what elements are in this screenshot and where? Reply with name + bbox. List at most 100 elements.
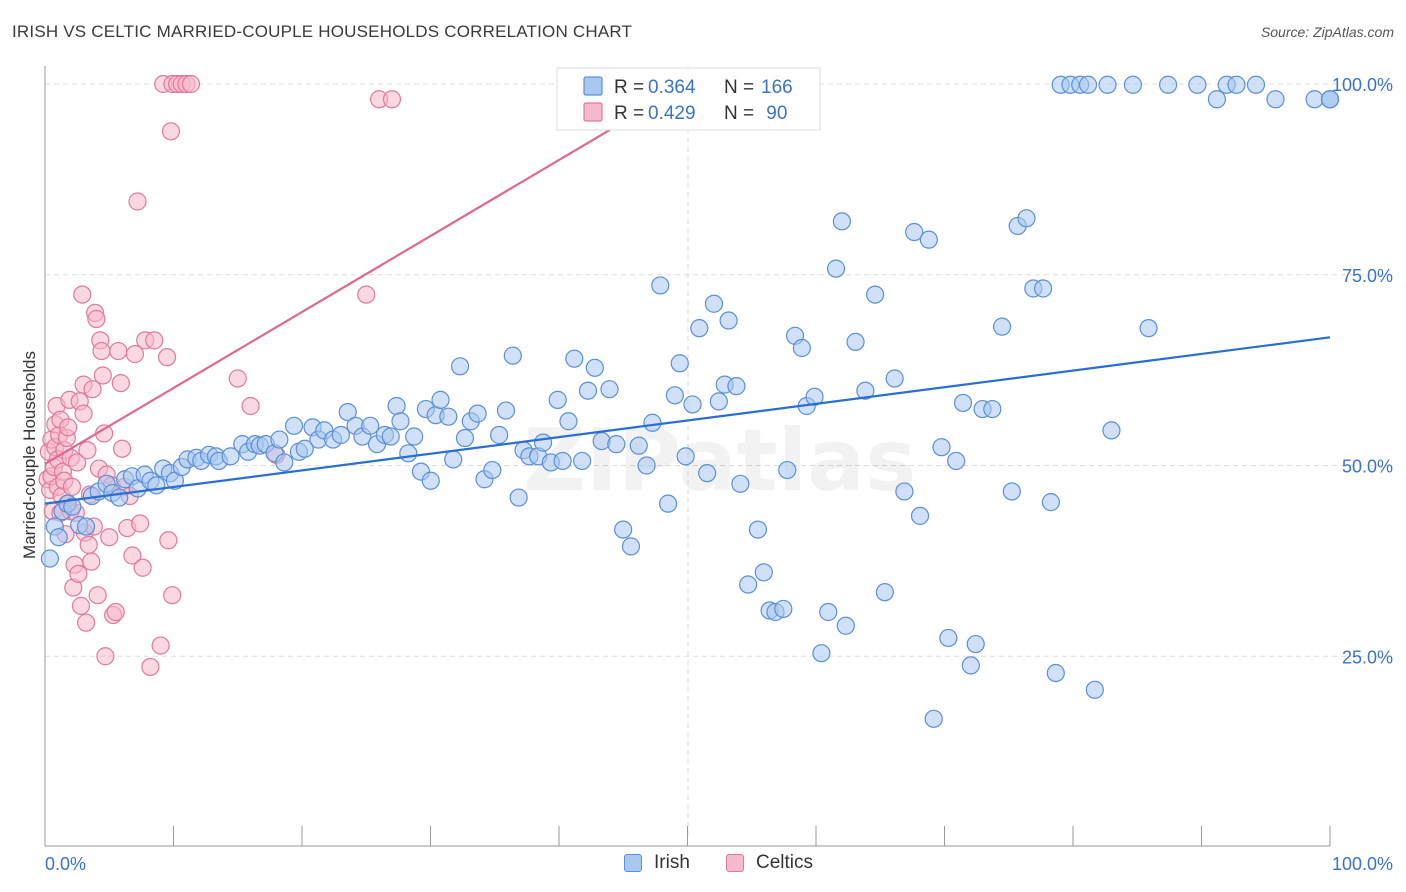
irish-point-141 — [983, 399, 1002, 419]
source-label: Source: ZipAtlas.com — [1260, 24, 1394, 40]
irish-point-145 — [1017, 209, 1036, 228]
irish-point-87 — [600, 380, 619, 399]
irish-point-148 — [1041, 493, 1060, 512]
irish-point-99 — [683, 395, 702, 414]
celtic-point-58 — [106, 602, 125, 622]
celtic-point-30 — [68, 453, 87, 472]
irish-point-107 — [731, 474, 750, 493]
irish-point-155 — [1098, 75, 1117, 94]
irish-point-64 — [450, 357, 470, 376]
irish-point-159 — [1158, 75, 1178, 94]
irish-point-116 — [792, 338, 811, 358]
irish-trend-line — [44, 336, 1331, 505]
irish-point-147 — [1033, 279, 1053, 298]
celtic-point-53 — [96, 647, 115, 666]
irish-point-121 — [826, 259, 846, 278]
bottom-legend-irish[interactable]: Irish — [624, 852, 690, 874]
celtic-point-73 — [151, 636, 170, 655]
irish-point-153 — [1078, 75, 1098, 94]
celtic-point-76 — [161, 122, 181, 141]
legend-celtics-r-value: 0.429 — [648, 103, 696, 124]
celtic-point-60 — [111, 373, 130, 393]
irish-point-52 — [381, 427, 400, 446]
irish-point-105 — [719, 311, 738, 330]
irish-point-37 — [275, 453, 294, 472]
irish-point-90 — [621, 537, 641, 556]
irish-point-85 — [585, 358, 604, 377]
irish-point-135 — [939, 628, 958, 648]
irish-point-2 — [49, 528, 68, 547]
celtic-point-40 — [79, 535, 98, 554]
y-axis-label: Married-couple Households — [20, 351, 39, 559]
irish-point-137 — [953, 393, 973, 413]
irish-point-161 — [1207, 90, 1227, 109]
irish-point-102 — [704, 294, 724, 313]
irish-point-166 — [1305, 90, 1324, 109]
irish-point-46 — [338, 402, 357, 422]
irish-point-119 — [812, 644, 831, 663]
celtic-point-50 — [92, 341, 111, 361]
irish-point-98 — [676, 447, 695, 466]
celtic-point-33 — [71, 596, 91, 615]
irish-point-143 — [1002, 482, 1021, 501]
irish-point-122 — [832, 212, 852, 231]
irish-point-138 — [961, 656, 980, 675]
legend-celtics-swatch — [583, 102, 603, 122]
irish-point-77 — [533, 433, 553, 452]
irish-point-59 — [421, 471, 440, 490]
celtic-point-26 — [62, 477, 82, 496]
celtics-points — [38, 74, 402, 677]
celtic-point-38 — [77, 613, 96, 632]
irish-point-45 — [331, 425, 351, 445]
irish-point-94 — [651, 276, 670, 295]
celtic-point-55 — [100, 528, 119, 547]
bottom-legend-celtics[interactable]: Celtics — [726, 852, 813, 874]
x-tick-label-1: 100.0% — [1332, 854, 1393, 874]
celtic-point-65 — [123, 546, 142, 565]
x-tick-label-0: 0.0% — [45, 854, 86, 874]
grid-layer — [45, 66, 1395, 838]
irish-swatch — [624, 854, 642, 872]
irish-point-124 — [846, 332, 865, 351]
irish-point-132 — [919, 230, 938, 249]
trendlines — [44, 83, 1331, 505]
irish-point-97 — [670, 354, 689, 373]
irish-point-92 — [637, 456, 656, 475]
irish-point-86 — [592, 431, 611, 451]
irish-point-72 — [503, 346, 522, 365]
chart-title: IRISH VS CELTIC MARRIED-COUPLE HOUSEHOLD… — [12, 22, 633, 41]
irish-point-165 — [1266, 90, 1285, 109]
irish-point-89 — [614, 520, 633, 539]
irish-point-157 — [1123, 75, 1143, 94]
tick-labels: 25.0% 50.0% 75.0% 100.0% 0.0% 100.0% — [45, 75, 1393, 874]
legend-celtics-r-label: R = — [614, 103, 649, 124]
bottom-legend: Irish Celtics — [0, 852, 1406, 878]
celtic-point-59 — [109, 341, 128, 361]
irish-point-73 — [509, 488, 528, 507]
celtic-point-47 — [88, 586, 107, 605]
celtic-point-51 — [93, 366, 112, 385]
celtic-point-66 — [125, 345, 145, 364]
irish-point-118 — [805, 387, 824, 406]
celtic-point-68 — [130, 514, 150, 533]
irish-point-149 — [1046, 663, 1065, 683]
legend-irish-r-label: R = — [614, 77, 649, 98]
y-tick-label-0: 25.0% — [1342, 647, 1393, 667]
irish-point-136 — [947, 451, 966, 471]
irish-point-93 — [643, 413, 662, 432]
irish-point-169 — [1320, 90, 1340, 109]
irish-point-65 — [455, 428, 475, 448]
irish-point-125 — [856, 381, 875, 400]
irish-point-106 — [727, 377, 746, 396]
irish-point-139 — [966, 634, 985, 654]
irish-point-63 — [444, 450, 463, 469]
irish-point-101 — [698, 464, 717, 483]
irish-point-95 — [658, 494, 678, 513]
celtic-point-71 — [141, 657, 160, 677]
irish-point-142 — [992, 317, 1012, 336]
celtic-point-43 — [83, 380, 102, 399]
celtic-point-72 — [145, 331, 164, 350]
celtic-point-85 — [241, 396, 260, 416]
irish-point-69 — [483, 460, 502, 480]
celtic-point-75 — [159, 531, 178, 550]
